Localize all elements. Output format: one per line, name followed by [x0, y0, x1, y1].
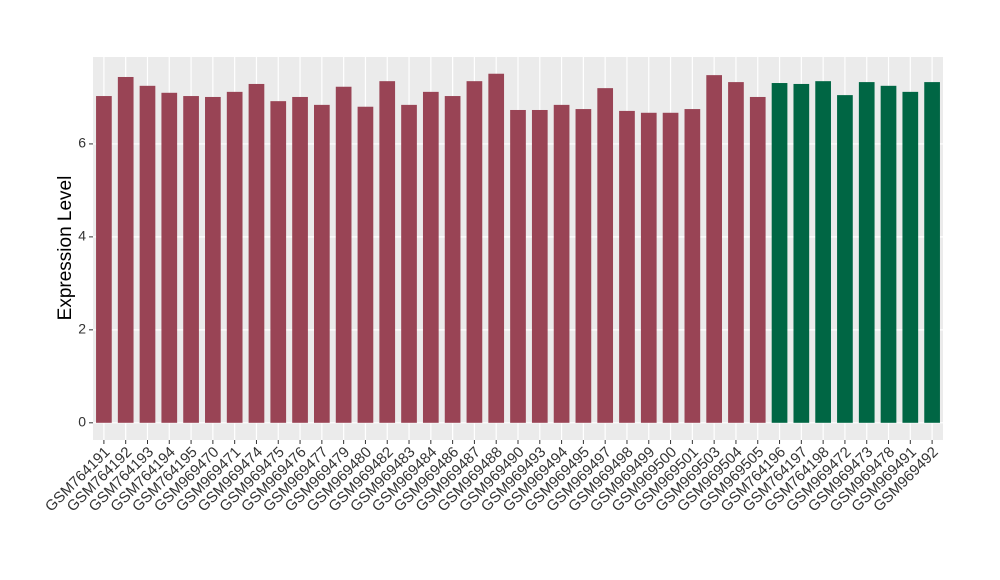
bar	[815, 81, 831, 423]
bar	[749, 96, 766, 423]
bar	[401, 104, 417, 423]
bar	[139, 85, 156, 423]
y-tick-label: 6	[78, 135, 86, 151]
bar	[858, 82, 875, 423]
bar	[706, 75, 722, 423]
y-tick-label: 4	[78, 228, 86, 244]
bar	[335, 86, 352, 423]
bar	[422, 91, 439, 423]
bar	[292, 96, 308, 423]
bar	[226, 91, 243, 423]
bar	[466, 81, 483, 423]
y-axis-label: Expression Level	[55, 176, 76, 321]
bar	[575, 109, 592, 423]
bar	[205, 96, 221, 423]
bar	[96, 96, 112, 423]
bar	[183, 96, 199, 423]
bar	[902, 91, 919, 423]
bar	[270, 101, 287, 423]
bar	[640, 112, 657, 423]
bar	[619, 110, 635, 423]
bar	[248, 83, 265, 423]
bar	[444, 96, 461, 423]
bar	[837, 95, 853, 423]
y-tick-label: 0	[78, 414, 86, 430]
bar	[662, 112, 679, 423]
bar	[728, 82, 744, 423]
bar	[510, 109, 526, 423]
bar	[924, 82, 940, 423]
bar	[553, 104, 570, 423]
y-tick-label: 2	[78, 321, 86, 337]
bar	[314, 104, 330, 423]
bar	[880, 85, 897, 423]
bar	[488, 73, 505, 423]
bar	[117, 76, 134, 423]
bar	[793, 83, 810, 423]
bar	[771, 83, 788, 423]
bar	[379, 81, 396, 423]
bar	[597, 88, 614, 423]
bar	[161, 92, 178, 423]
bar	[531, 109, 548, 423]
bar	[684, 109, 701, 423]
bar	[357, 106, 374, 423]
